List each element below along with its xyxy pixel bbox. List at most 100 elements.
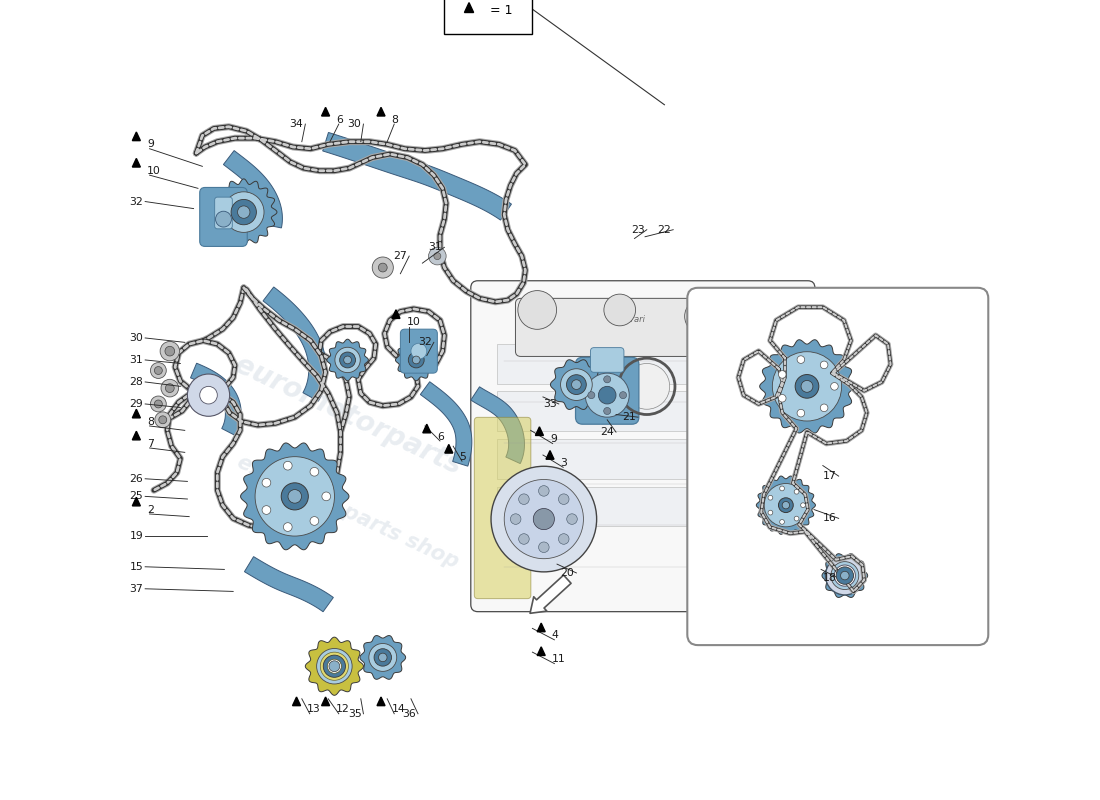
Circle shape — [780, 519, 784, 524]
Text: exclusive parts shop: exclusive parts shop — [233, 452, 462, 572]
FancyBboxPatch shape — [497, 391, 762, 431]
Circle shape — [821, 361, 828, 369]
Circle shape — [238, 206, 250, 218]
Polygon shape — [132, 410, 141, 418]
Text: 24: 24 — [601, 427, 614, 437]
Circle shape — [408, 352, 425, 368]
Text: 6: 6 — [438, 431, 444, 442]
Circle shape — [518, 534, 529, 544]
Polygon shape — [396, 339, 437, 381]
Circle shape — [187, 374, 230, 416]
Text: 10: 10 — [407, 317, 420, 327]
Polygon shape — [420, 382, 472, 466]
Circle shape — [429, 247, 447, 265]
Text: 36: 36 — [403, 709, 416, 718]
Circle shape — [161, 379, 178, 397]
Circle shape — [768, 495, 773, 500]
Circle shape — [764, 483, 807, 527]
Circle shape — [317, 649, 352, 684]
Circle shape — [836, 567, 854, 584]
Circle shape — [821, 404, 828, 412]
Circle shape — [587, 392, 595, 398]
Text: 32: 32 — [418, 338, 432, 347]
Circle shape — [433, 253, 441, 260]
Polygon shape — [263, 287, 327, 401]
Polygon shape — [822, 554, 868, 598]
Polygon shape — [306, 637, 363, 695]
Circle shape — [262, 478, 271, 487]
Polygon shape — [422, 424, 431, 433]
Text: 35: 35 — [348, 709, 362, 718]
Polygon shape — [132, 431, 141, 440]
FancyBboxPatch shape — [471, 281, 815, 612]
Polygon shape — [444, 445, 453, 453]
Circle shape — [798, 410, 805, 417]
Polygon shape — [321, 697, 330, 706]
Circle shape — [779, 498, 793, 513]
FancyBboxPatch shape — [591, 348, 624, 372]
Circle shape — [340, 352, 355, 368]
Circle shape — [739, 370, 783, 414]
Polygon shape — [360, 635, 406, 679]
Polygon shape — [210, 179, 277, 246]
Circle shape — [310, 467, 319, 476]
Text: 10: 10 — [147, 166, 161, 176]
Text: 30: 30 — [348, 119, 362, 129]
Polygon shape — [132, 498, 141, 506]
Polygon shape — [760, 340, 855, 433]
Circle shape — [322, 492, 331, 501]
Circle shape — [284, 522, 293, 531]
FancyBboxPatch shape — [497, 486, 762, 526]
Polygon shape — [464, 2, 474, 13]
Polygon shape — [327, 339, 368, 381]
Text: 25: 25 — [130, 491, 143, 502]
Polygon shape — [471, 386, 525, 463]
Circle shape — [566, 514, 578, 524]
FancyBboxPatch shape — [688, 288, 988, 645]
Text: 15: 15 — [130, 562, 143, 572]
Polygon shape — [537, 647, 546, 655]
Polygon shape — [241, 443, 349, 550]
Circle shape — [165, 384, 174, 393]
Circle shape — [155, 412, 170, 428]
Polygon shape — [546, 450, 554, 459]
Polygon shape — [392, 310, 400, 318]
Circle shape — [772, 352, 842, 421]
Circle shape — [343, 356, 352, 364]
Polygon shape — [293, 697, 300, 706]
Circle shape — [165, 346, 175, 356]
Text: 31: 31 — [429, 242, 442, 252]
Circle shape — [726, 357, 796, 427]
Circle shape — [798, 356, 805, 363]
Circle shape — [566, 374, 586, 394]
Circle shape — [323, 655, 345, 678]
Circle shape — [830, 382, 838, 390]
Text: 30: 30 — [130, 333, 143, 343]
Text: 12: 12 — [337, 704, 350, 714]
Circle shape — [504, 479, 583, 558]
Circle shape — [374, 649, 392, 666]
Circle shape — [223, 192, 264, 232]
Polygon shape — [321, 107, 330, 116]
Text: 26: 26 — [130, 474, 143, 484]
Text: 20: 20 — [561, 568, 574, 578]
Circle shape — [255, 457, 334, 536]
Text: euromotorparts: euromotorparts — [230, 351, 465, 481]
Circle shape — [284, 462, 293, 470]
Circle shape — [539, 486, 549, 496]
Circle shape — [368, 643, 397, 671]
Text: 21: 21 — [623, 412, 636, 422]
FancyBboxPatch shape — [214, 197, 232, 229]
Polygon shape — [757, 476, 815, 534]
Circle shape — [598, 386, 616, 404]
Text: 5: 5 — [460, 452, 466, 462]
Text: 29: 29 — [130, 399, 143, 409]
Circle shape — [154, 400, 163, 408]
Text: 22: 22 — [658, 225, 671, 234]
Circle shape — [518, 494, 529, 505]
Polygon shape — [244, 557, 333, 612]
Circle shape — [510, 514, 521, 524]
Circle shape — [328, 659, 341, 674]
Text: 11: 11 — [552, 654, 565, 664]
Text: 8: 8 — [147, 417, 154, 426]
